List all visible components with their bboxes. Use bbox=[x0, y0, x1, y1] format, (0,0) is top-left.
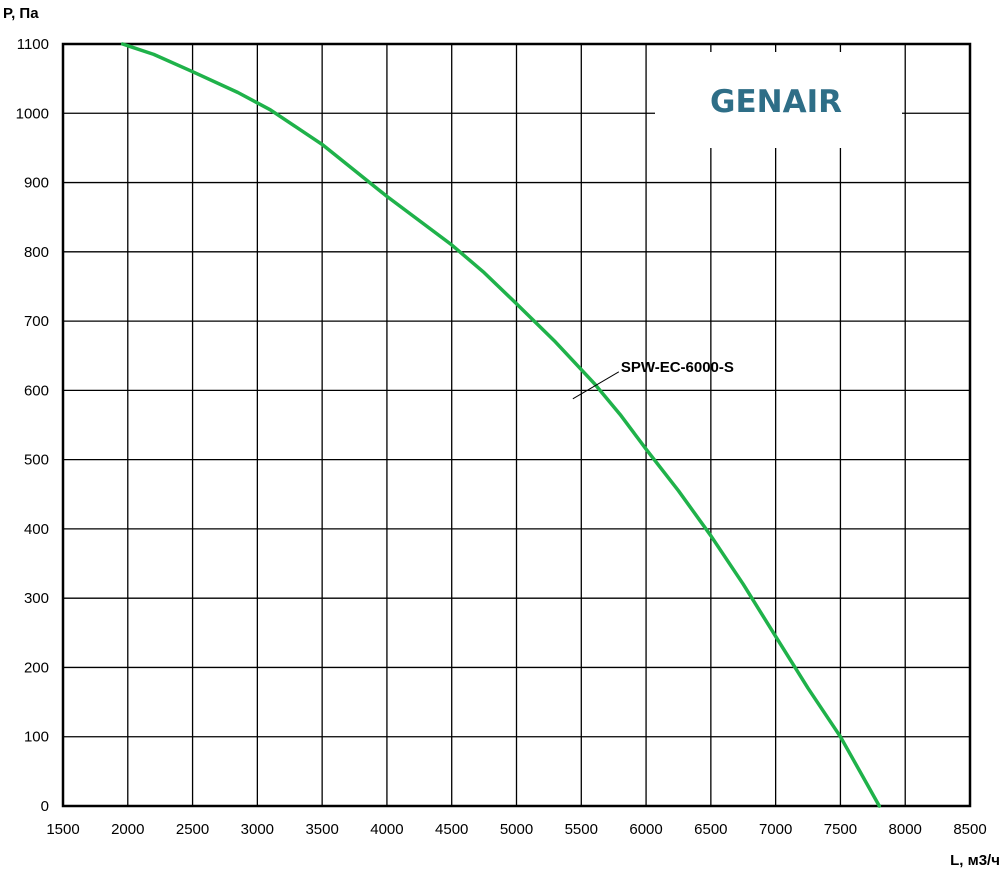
x-tick-label: 8500 bbox=[953, 821, 986, 838]
y-tick-label: 500 bbox=[24, 452, 49, 469]
logo-background bbox=[655, 52, 902, 148]
y-tick-label: 800 bbox=[24, 244, 49, 261]
y-tick-label: 400 bbox=[24, 521, 49, 538]
x-tick-label: 2500 bbox=[176, 821, 209, 838]
x-tick-label: 2000 bbox=[111, 821, 144, 838]
y-tick-label: 100 bbox=[24, 729, 49, 746]
x-tick-label: 7000 bbox=[759, 821, 792, 838]
x-tick-label: 6500 bbox=[694, 821, 727, 838]
x-tick-label: 7500 bbox=[824, 821, 857, 838]
y-tick-label: 300 bbox=[24, 590, 49, 607]
x-axis-title: L, м3/ч bbox=[950, 852, 1000, 869]
x-tick-label: 8000 bbox=[889, 821, 922, 838]
x-tick-label: 4500 bbox=[435, 821, 468, 838]
x-tick-label: 3500 bbox=[305, 821, 338, 838]
series-label: SPW-EC-6000-S bbox=[621, 359, 734, 376]
grid bbox=[61, 42, 972, 808]
y-tick-label: 1100 bbox=[17, 36, 49, 53]
y-tick-label: 900 bbox=[24, 175, 49, 192]
x-tick-label: 5000 bbox=[500, 821, 533, 838]
brand-logo: GENAIR bbox=[710, 84, 842, 120]
y-tick-label: 200 bbox=[24, 659, 49, 676]
x-tick-labels: 1500 2000 2500 3000 3500 4000 4500 5000 5500 6000… bbox=[46, 821, 986, 838]
y-axis-title: P, Па bbox=[3, 5, 39, 22]
annotation-leader bbox=[572, 371, 620, 400]
y-tick-label: 600 bbox=[24, 382, 49, 399]
x-tick-label: 5500 bbox=[565, 821, 598, 838]
y-tick-labels: 0 100 200 300 400 500 600 700 800 900 1000 1100 bbox=[16, 36, 49, 815]
series-layer bbox=[120, 42, 882, 808]
plot-frame bbox=[61, 42, 972, 808]
y-tick-label: 0 bbox=[41, 798, 49, 815]
y-tick-label: 1000 bbox=[16, 105, 49, 122]
annotation-layer: SPW-EC-6000-S bbox=[572, 359, 734, 400]
series-line-0 bbox=[120, 42, 882, 808]
x-tick-label: 1500 bbox=[46, 821, 79, 838]
y-tick-label: 700 bbox=[24, 313, 49, 330]
x-tick-label: 6000 bbox=[629, 821, 662, 838]
x-tick-label: 3000 bbox=[241, 821, 274, 838]
logo-box: GENAIR bbox=[655, 52, 902, 148]
x-tick-label: 4000 bbox=[370, 821, 403, 838]
